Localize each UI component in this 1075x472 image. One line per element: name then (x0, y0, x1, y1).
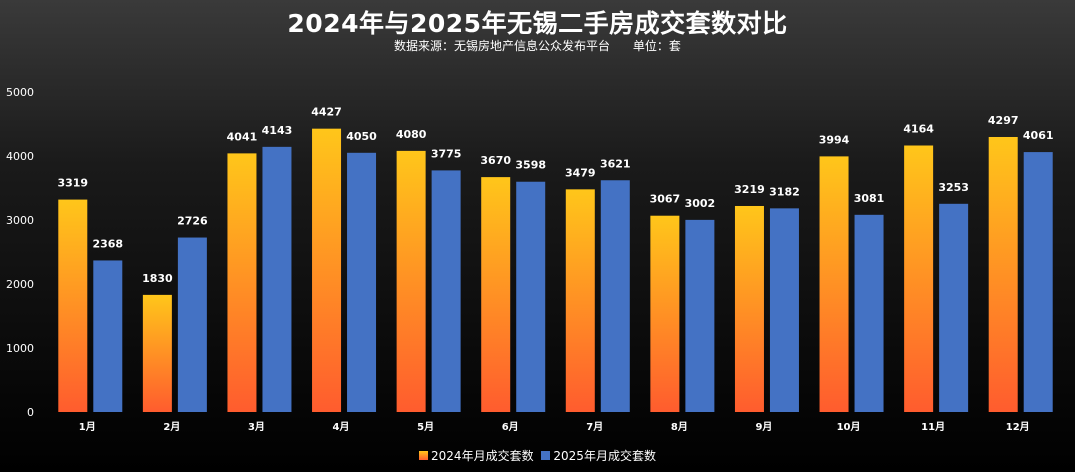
x-tick-label: 11月 (921, 421, 945, 433)
chart-subtitle: 数据来源：无锡房地产信息公众发布平台 单位：套 (394, 39, 681, 53)
y-tick-label: 5000 (6, 86, 34, 99)
data-label: 2368 (92, 237, 123, 250)
data-label: 4041 (227, 130, 258, 143)
data-label: 3319 (57, 177, 88, 190)
chart-legend: 2024年月成交套数 2025年月成交套数 (0, 447, 1075, 464)
y-axis: 0 1000 2000 3000 4000 5000 (6, 86, 34, 419)
bar-2024[interactable] (904, 145, 934, 412)
bar-2024[interactable] (227, 153, 257, 412)
bar-2024[interactable] (734, 205, 764, 412)
bar-2025[interactable] (93, 260, 123, 412)
legend-swatch-2025 (541, 451, 551, 460)
x-tick-label: 8月 (671, 421, 688, 433)
data-label: 4050 (346, 130, 377, 143)
data-label: 3219 (734, 183, 765, 196)
data-label: 4143 (262, 124, 293, 137)
bar-2025[interactable] (600, 180, 630, 412)
data-label: 3598 (515, 159, 546, 172)
bar-2025[interactable] (939, 203, 969, 412)
legend-item-2024[interactable]: 2024年月成交套数 (419, 447, 534, 464)
x-tick-label: 3月 (248, 421, 265, 433)
bar-2024[interactable] (988, 136, 1018, 412)
y-tick-label: 2000 (6, 278, 34, 291)
x-tick-label: 1月 (79, 421, 96, 433)
data-label: 4080 (396, 128, 427, 141)
bar-2025[interactable] (177, 237, 207, 412)
bar-2025[interactable] (685, 219, 715, 412)
legend-label-2024: 2024年月成交套数 (431, 449, 534, 463)
x-tick-label: 5月 (417, 421, 434, 433)
x-tick-label: 9月 (755, 421, 772, 433)
legend-item-2025[interactable]: 2025年月成交套数 (541, 447, 656, 464)
data-label: 4427 (311, 106, 342, 119)
y-tick-label: 1000 (6, 342, 34, 355)
x-tick-label: 2月 (163, 421, 180, 433)
data-label: 3253 (938, 181, 969, 194)
data-label: 3670 (480, 154, 511, 167)
bar-2025[interactable] (516, 181, 546, 412)
y-tick-label: 4000 (6, 150, 34, 163)
data-label: 3002 (685, 197, 716, 210)
data-labels-group: 3319 2368 1830 2726 4041 4143 4427 4050 4080 3775… (57, 106, 1053, 285)
data-label: 3081 (854, 192, 885, 205)
y-tick-label: 3000 (6, 214, 34, 227)
bar-2025[interactable] (431, 170, 461, 412)
bar-2024[interactable] (312, 128, 342, 412)
data-label: 4061 (1023, 129, 1054, 142)
legend-swatch-2024 (419, 451, 429, 460)
data-label: 3479 (565, 166, 596, 179)
bar-2024[interactable] (58, 199, 88, 412)
bar-2024[interactable] (565, 189, 595, 412)
bar-2025[interactable] (769, 208, 799, 412)
x-tick-label: 10月 (837, 421, 861, 433)
data-label: 4164 (903, 123, 934, 136)
x-tick-label: 6月 (502, 421, 519, 433)
data-label: 2726 (177, 215, 208, 228)
x-tick-label: 4月 (333, 421, 350, 433)
y-tick-label: 0 (27, 406, 34, 419)
x-axis: 1月 2月 3月 4月 5月 6月 7月 8月 9月 10月 11月 12月 (79, 421, 1030, 433)
bar-2024[interactable] (142, 294, 172, 412)
bars-group (58, 128, 1053, 413)
chart-title: 2024年与2025年无锡二手房成交套数对比 (287, 9, 788, 38)
bar-2025[interactable] (262, 146, 292, 412)
data-label: 3067 (650, 193, 681, 206)
data-label: 3621 (600, 157, 631, 170)
data-label: 3994 (819, 133, 850, 146)
bar-2024[interactable] (650, 215, 680, 412)
x-tick-label: 7月 (586, 421, 603, 433)
bar-2025[interactable] (854, 214, 884, 412)
bar-2024[interactable] (819, 156, 849, 412)
data-label: 3182 (769, 185, 800, 198)
legend-label-2025: 2025年月成交套数 (553, 449, 656, 463)
x-tick-label: 12月 (1006, 421, 1030, 433)
data-label: 1830 (142, 272, 173, 285)
bar-2025[interactable] (1023, 152, 1053, 412)
data-label: 4297 (988, 114, 1019, 127)
bar-2024[interactable] (396, 150, 426, 412)
data-label: 3775 (431, 147, 462, 160)
bar-2025[interactable] (347, 152, 377, 413)
bar-2024[interactable] (481, 177, 511, 412)
